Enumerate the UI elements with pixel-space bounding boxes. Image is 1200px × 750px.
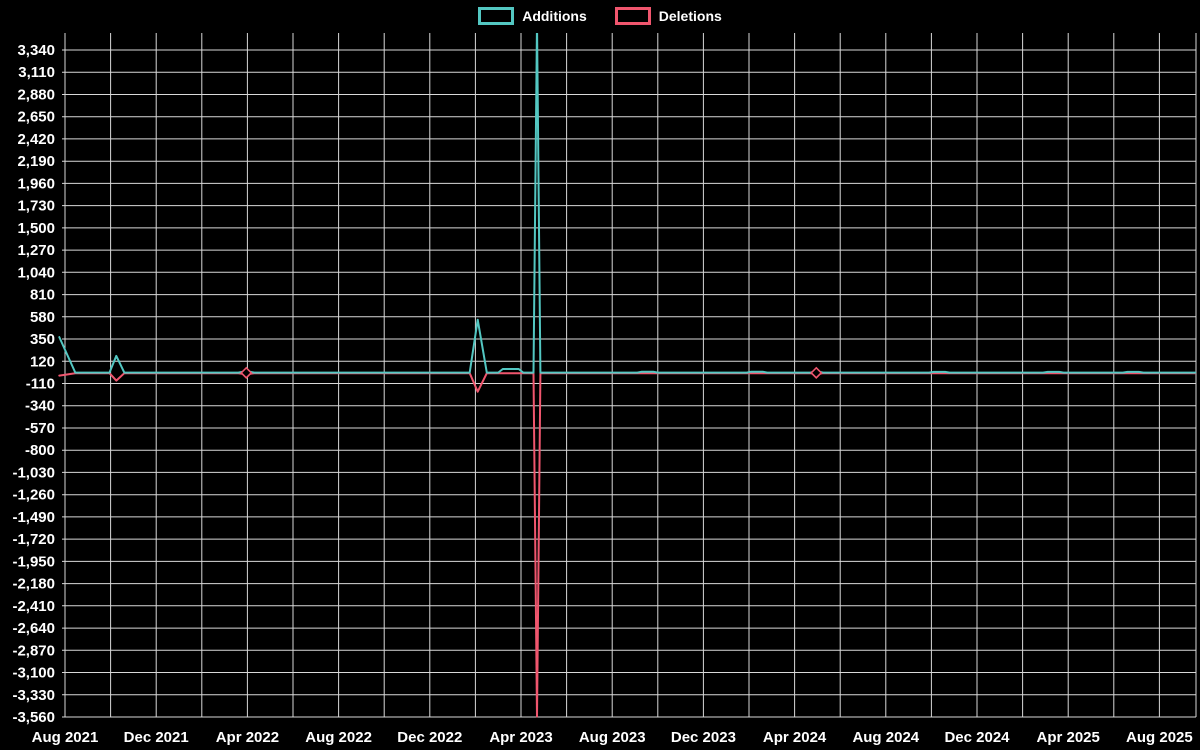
y-tick-labels: 3,340 3,110 2,880 2,650 2,420 2,190 1,960 1,730… <box>12 42 55 726</box>
svg-text:Aug 2021: Aug 2021 <box>32 729 99 746</box>
svg-text:Dec 2021: Dec 2021 <box>124 729 189 746</box>
series-additions-line <box>58 33 1196 374</box>
svg-text:Dec 2023: Dec 2023 <box>671 729 736 746</box>
svg-text:120: 120 <box>30 353 55 370</box>
svg-text:-2,640: -2,640 <box>12 620 55 637</box>
svg-text:Aug 2023: Aug 2023 <box>579 729 646 746</box>
svg-text:Dec 2022: Dec 2022 <box>397 729 462 746</box>
svg-text:Apr 2022: Apr 2022 <box>216 729 279 746</box>
legend-item-additions[interactable]: Additions <box>478 7 587 25</box>
svg-text:-1,950: -1,950 <box>12 553 55 570</box>
svg-text:-340: -340 <box>25 398 55 415</box>
series-deletions-line <box>58 372 1196 718</box>
svg-text:-570: -570 <box>25 420 55 437</box>
deletions-label: Deletions <box>658 8 722 24</box>
x-tick-labels: Aug 2021 Dec 2021 Apr 2022 Aug 2022 Dec 2022… <box>32 729 1193 746</box>
svg-text:1,500: 1,500 <box>17 220 55 237</box>
point-markers <box>240 366 823 379</box>
svg-text:1,960: 1,960 <box>17 175 55 192</box>
x-gridlines <box>64 33 1197 717</box>
legend-item-deletions[interactable]: Deletions <box>614 7 722 25</box>
svg-text:-2,180: -2,180 <box>12 576 55 593</box>
svg-text:Aug 2022: Aug 2022 <box>305 729 372 746</box>
svg-text:Apr 2023: Apr 2023 <box>489 729 552 746</box>
svg-text:3,340: 3,340 <box>17 42 55 59</box>
svg-text:2,650: 2,650 <box>17 109 55 126</box>
svg-text:-2,870: -2,870 <box>12 642 55 659</box>
additions-swatch-icon <box>478 7 515 25</box>
series-lines <box>58 33 1196 718</box>
svg-text:810: 810 <box>30 287 55 304</box>
deletions-swatch-icon <box>614 7 651 25</box>
legend: Additions Deletions <box>0 7 1200 25</box>
svg-text:2,190: 2,190 <box>17 153 55 170</box>
marker-diamond-icon <box>810 366 823 379</box>
svg-text:-110: -110 <box>26 376 55 393</box>
svg-text:-2,410: -2,410 <box>12 598 55 615</box>
svg-text:-3,560: -3,560 <box>12 709 55 726</box>
svg-text:580: 580 <box>30 309 55 326</box>
svg-text:-3,330: -3,330 <box>12 687 55 704</box>
svg-text:-1,260: -1,260 <box>12 487 55 504</box>
svg-text:-800: -800 <box>25 442 55 459</box>
y-gridlines <box>62 49 1196 718</box>
svg-text:Apr 2024: Apr 2024 <box>763 729 827 746</box>
svg-text:2,880: 2,880 <box>17 87 55 104</box>
svg-text:-1,030: -1,030 <box>12 464 55 481</box>
svg-text:Apr 2025: Apr 2025 <box>1037 729 1100 746</box>
svg-text:-3,100: -3,100 <box>12 665 55 682</box>
svg-text:1,270: 1,270 <box>17 242 55 259</box>
marker-diamond-icon <box>240 366 253 379</box>
svg-text:1,730: 1,730 <box>17 198 55 215</box>
svg-text:3,110: 3,110 <box>18 64 55 81</box>
svg-text:-1,490: -1,490 <box>12 509 55 526</box>
additions-label: Additions <box>522 8 587 24</box>
svg-text:Dec 2024: Dec 2024 <box>944 729 1010 746</box>
svg-text:1,040: 1,040 <box>17 264 55 281</box>
svg-text:-1,720: -1,720 <box>12 531 55 548</box>
svg-text:350: 350 <box>30 331 55 348</box>
svg-text:Aug 2024: Aug 2024 <box>852 729 919 746</box>
svg-text:2,420: 2,420 <box>17 131 55 148</box>
svg-text:Aug 2025: Aug 2025 <box>1126 729 1193 746</box>
